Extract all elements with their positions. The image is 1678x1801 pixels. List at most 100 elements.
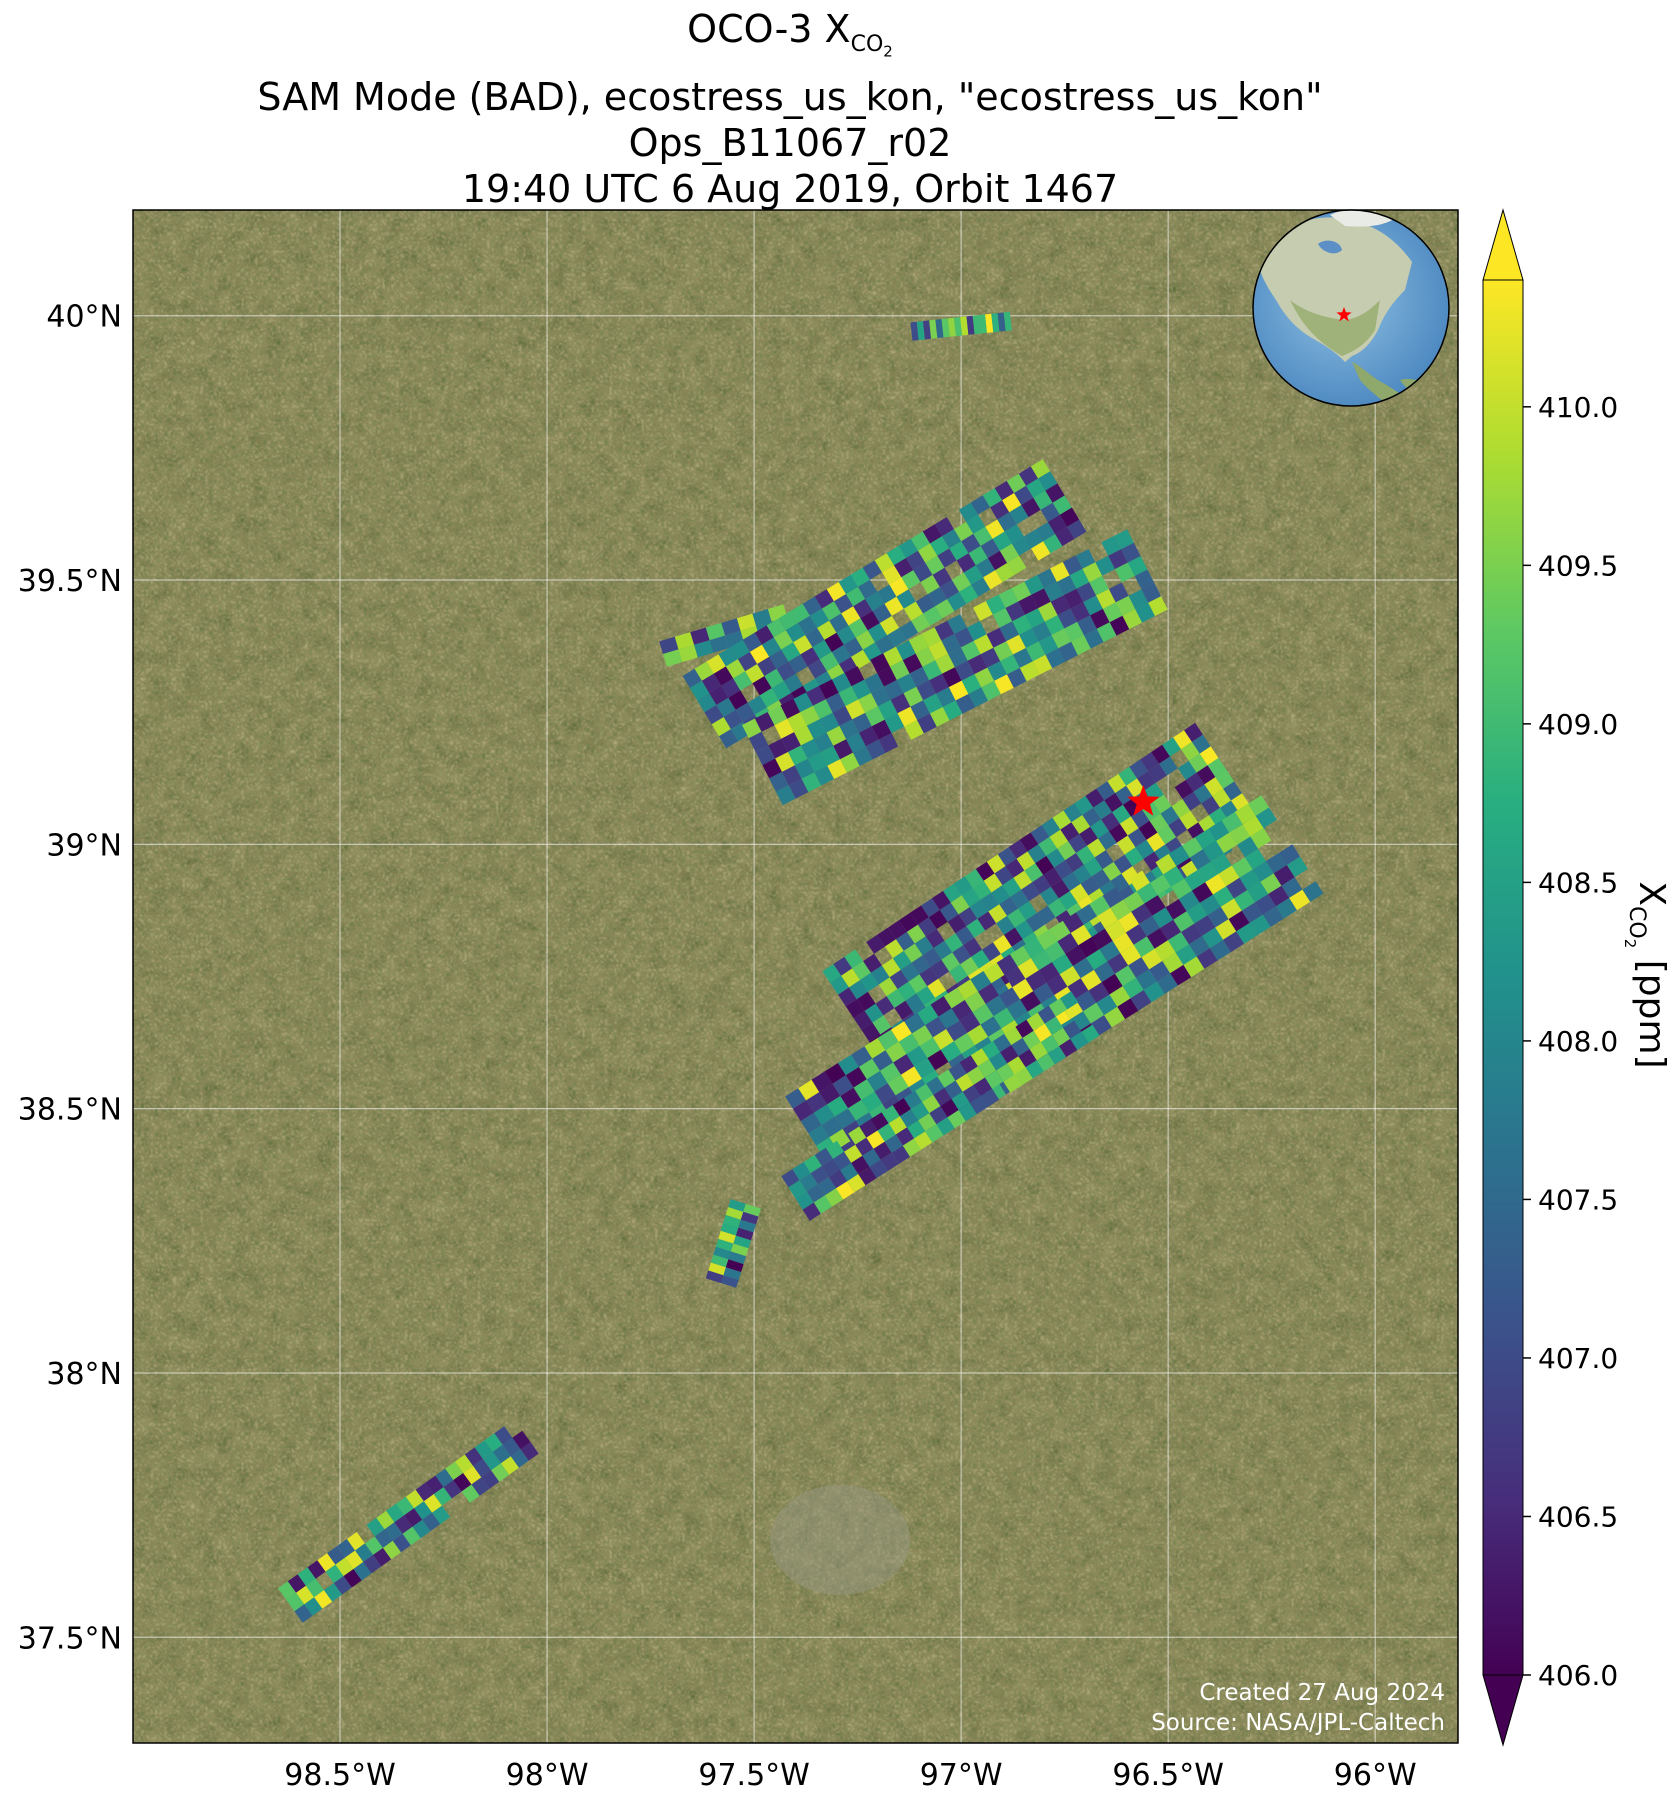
xco2-footprint	[1079, 826, 1098, 846]
xco2-footprint	[981, 1041, 1001, 1060]
xco2-footprint	[1033, 982, 1055, 1004]
xco2-footprint	[1000, 654, 1020, 675]
xco2-footprint	[990, 500, 1010, 520]
xco2-footprint	[907, 924, 926, 944]
xco2-footprint	[725, 1259, 744, 1272]
xco2-footprint	[829, 613, 849, 633]
map-panel	[133, 210, 1458, 1743]
xco2-footprint	[959, 1055, 978, 1074]
xco2-footprint	[809, 608, 830, 628]
xco2-footprint	[864, 1037, 886, 1059]
xco2-footprint	[852, 961, 871, 981]
xco2-footprint	[1050, 595, 1071, 616]
colorbar-tick-label: 407.5	[1538, 1183, 1618, 1216]
xco2-footprint	[723, 1214, 741, 1228]
x-tick-label: 96.5°W	[1112, 1758, 1223, 1793]
xco2-footprint	[710, 1254, 729, 1268]
xco2-footprint	[813, 699, 833, 720]
xco2-footprint	[1189, 849, 1211, 870]
xco2-footprint	[788, 778, 809, 799]
credit-source: Source: NASA/JPL-Caltech	[1151, 1710, 1445, 1736]
xco2-footprint	[1012, 978, 1034, 1000]
xco2-footprint	[1163, 866, 1185, 887]
xco2-footprint	[827, 759, 847, 779]
xco2-footprint	[882, 565, 902, 585]
xco2-footprint	[983, 962, 1005, 984]
xco2-footprint	[1221, 811, 1243, 833]
xco2-footprint	[801, 772, 822, 793]
colorbar-label: XCO2 [ppm]	[1621, 881, 1672, 1068]
xco2-footprint	[781, 1169, 800, 1188]
xco2-footprint	[859, 726, 879, 747]
xco2-footprint	[953, 1032, 975, 1054]
xco2-footprint	[1226, 877, 1248, 899]
xco2-footprint	[1040, 886, 1059, 906]
xco2-footprint	[1113, 854, 1133, 874]
xco2-footprint	[1149, 813, 1169, 833]
xco2-footprint	[1015, 920, 1034, 940]
xco2-footprint	[813, 732, 834, 753]
xco2-footprint	[877, 1029, 899, 1051]
xco2-footprint	[858, 693, 878, 713]
xco2-footprint	[903, 686, 924, 707]
x-tick-label: 98°W	[506, 1758, 589, 1793]
xco2-footprint	[1046, 848, 1066, 868]
xco2-footprint	[852, 712, 872, 733]
xco2-footprint	[827, 1096, 849, 1117]
xco2-footprint	[1159, 756, 1178, 776]
xco2-footprint	[1095, 555, 1115, 576]
xco2-footprint	[956, 553, 976, 573]
xco2-footprint	[930, 707, 950, 727]
xco2-footprint	[885, 939, 904, 959]
xco2-footprint	[866, 1070, 888, 1092]
xco2-footprint	[911, 955, 931, 975]
xco2-footprint	[935, 653, 955, 674]
xco2-footprint	[954, 660, 975, 681]
xco2-footprint	[834, 594, 854, 614]
xco2-footprint	[904, 1012, 926, 1034]
xco2-footprint	[923, 693, 943, 714]
xco2-footprint	[1088, 982, 1110, 1003]
xco2-footprint	[958, 907, 978, 927]
xco2-footprint	[1096, 781, 1116, 801]
xco2-footprint	[1174, 780, 1194, 799]
xco2-footprint	[927, 587, 948, 607]
xco2-footprint	[1032, 654, 1053, 675]
xco2-footprint	[1021, 882, 1040, 902]
xco2-footprint	[890, 660, 910, 680]
xco2-footprint	[871, 719, 892, 740]
xco2-footprint	[1045, 648, 1066, 669]
xco2-footprint	[938, 1008, 960, 1029]
y-tick-label: 38.5°N	[18, 1093, 122, 1128]
xco2-footprint	[844, 666, 865, 687]
xco2-footprint	[794, 725, 814, 746]
xco2-footprint	[896, 931, 915, 951]
xco2-footprint	[708, 1262, 726, 1276]
xco2-footprint	[985, 1070, 1004, 1089]
xco2-footprint	[942, 667, 962, 688]
xco2-footprint	[1109, 615, 1130, 636]
xco2-footprint	[1017, 958, 1039, 979]
xco2-footprint	[859, 1119, 878, 1138]
xco2-footprint	[917, 1004, 939, 1026]
xco2-footprint	[1081, 1024, 1100, 1043]
xco2-footprint	[911, 1025, 933, 1046]
xco2-footprint	[848, 618, 868, 638]
xco2-footprint	[1036, 1053, 1055, 1072]
xco2-footprint	[1215, 919, 1237, 940]
xco2-footprint	[1096, 622, 1117, 643]
xco2-footprint	[1043, 867, 1062, 887]
xco2-footprint	[851, 649, 871, 669]
x-tick-label: 97°W	[920, 1758, 1003, 1793]
xco2-footprint	[481, 1470, 500, 1489]
xco2-footprint	[824, 1188, 844, 1207]
xco2-footprint	[728, 1251, 746, 1265]
basemap-field-texture	[133, 210, 1458, 1743]
xco2-footprint	[1062, 555, 1083, 576]
xco2-footprint	[1059, 1038, 1078, 1058]
xco2-footprint	[1078, 937, 1100, 958]
xco2-footprint	[953, 317, 963, 337]
xco2-footprint	[364, 1536, 383, 1555]
xco2-footprint	[324, 1583, 342, 1602]
xco2-footprint	[836, 1181, 855, 1200]
